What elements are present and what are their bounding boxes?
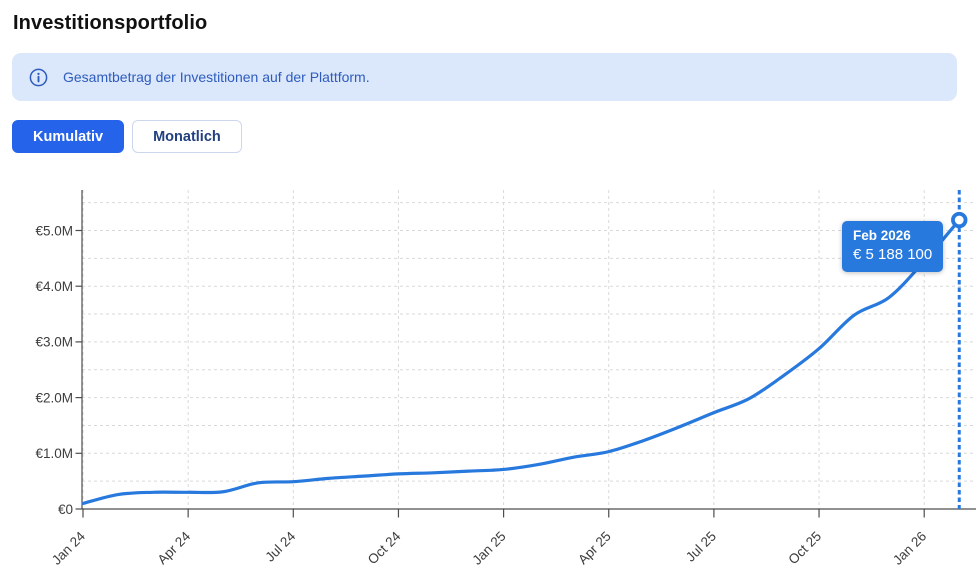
svg-text:€1.0M: €1.0M [35, 446, 73, 461]
svg-text:Jul 24: Jul 24 [262, 528, 298, 564]
svg-text:Oct 25: Oct 25 [785, 529, 824, 568]
svg-text:Jul 25: Jul 25 [683, 529, 719, 565]
svg-text:Jan 24: Jan 24 [49, 528, 89, 568]
svg-text:Jan 26: Jan 26 [890, 529, 929, 568]
view-toggle: Kumulativ Monatlich [12, 120, 242, 153]
svg-text:Oct 24: Oct 24 [365, 528, 404, 567]
series-line [81, 218, 961, 506]
svg-text:Apr 24: Apr 24 [155, 528, 194, 567]
tooltip-date: Feb 2026 [853, 228, 911, 243]
cumulative-button[interactable]: Kumulativ [12, 120, 125, 153]
investment-line-chart[interactable]: €0 €1.0M €2.0M €3.0M €4.0M €5.0M Jan 24 Apr 24… [0, 180, 978, 587]
monthly-button[interactable]: Monatlich [132, 120, 242, 153]
tooltip-value: € 5 188 100 [853, 246, 933, 264]
page-title: Investitionsportfolio [13, 12, 208, 34]
info-banner-text: Gesamtbetrag der Investitionen auf der P… [63, 69, 370, 85]
chart-area: €0 €1.0M €2.0M €3.0M €4.0M €5.0M Jan 24 Apr 24… [0, 180, 978, 587]
chart-tooltip: Feb 2026 € 5 188 100 [842, 221, 944, 273]
axes [75, 190, 976, 518]
svg-text:€5.0M: €5.0M [35, 223, 73, 238]
svg-text:€4.0M: €4.0M [35, 279, 73, 294]
svg-text:Jan 25: Jan 25 [469, 529, 508, 568]
latest-point-marker[interactable] [951, 211, 968, 229]
svg-text:€2.0M: €2.0M [35, 390, 73, 405]
info-banner: Gesamtbetrag der Investitionen auf der P… [12, 53, 957, 101]
vertical-gridlines [82, 190, 925, 509]
svg-text:Apr 25: Apr 25 [575, 529, 614, 568]
y-axis-labels: €0 €1.0M €2.0M €3.0M €4.0M €5.0M [35, 223, 73, 517]
svg-text:€0: €0 [58, 502, 73, 517]
x-axis-labels: Jan 24 Apr 24 Jul 24 Oct 24 Jan 25 Apr 25 Jul … [49, 528, 929, 568]
info-icon [29, 68, 48, 86]
svg-text:€3.0M: €3.0M [35, 335, 73, 350]
